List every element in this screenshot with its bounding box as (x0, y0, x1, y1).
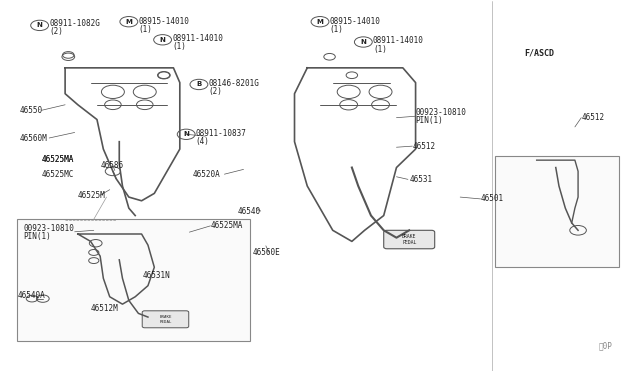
FancyBboxPatch shape (142, 311, 189, 328)
Text: 46550: 46550 (19, 106, 42, 115)
Text: B: B (196, 81, 202, 87)
Text: PIN(1): PIN(1) (24, 232, 51, 241)
Text: 46512: 46512 (412, 142, 436, 151)
Text: (2): (2) (209, 87, 222, 96)
Text: 46586: 46586 (100, 161, 124, 170)
Text: (1): (1) (330, 25, 344, 34)
Text: BRAKE
PEDAL: BRAKE PEDAL (159, 315, 172, 324)
Bar (495, 157, 620, 267)
Text: PIN(1): PIN(1) (415, 116, 444, 125)
Text: 00923-10810: 00923-10810 (24, 224, 75, 233)
Text: 08911-14010: 08911-14010 (172, 34, 223, 43)
Text: 08911-10837: 08911-10837 (196, 129, 246, 138)
Text: 46512: 46512 (581, 113, 604, 122)
Text: 46531N: 46531N (143, 271, 171, 280)
Text: (1): (1) (138, 25, 152, 34)
Text: 46525M: 46525M (78, 191, 106, 200)
Text: N: N (159, 37, 166, 43)
Text: 46560M: 46560M (19, 134, 47, 142)
Text: 46501: 46501 (481, 195, 504, 203)
Text: 46525MA: 46525MA (42, 155, 74, 164)
Text: (1): (1) (373, 45, 387, 54)
Text: 46540A: 46540A (18, 291, 45, 300)
Text: 攀0P: 攀0P (599, 341, 613, 350)
Text: N: N (36, 22, 42, 28)
Text: N: N (360, 39, 366, 45)
Text: BRAKE
PEDAL: BRAKE PEDAL (402, 234, 417, 245)
Text: 46560E: 46560E (253, 248, 281, 257)
Text: 08911-14010: 08911-14010 (373, 36, 424, 45)
Text: 46525MC: 46525MC (42, 170, 74, 179)
Text: 46531: 46531 (409, 175, 433, 184)
Text: 46540: 46540 (237, 206, 260, 216)
Text: 46512M: 46512M (91, 304, 118, 313)
Text: 08915-14010: 08915-14010 (330, 17, 380, 26)
Text: 08911-1082G: 08911-1082G (49, 19, 100, 28)
Text: N: N (183, 131, 189, 137)
Text: 46525MA: 46525MA (211, 221, 243, 230)
Text: 00923-10810: 00923-10810 (415, 108, 467, 117)
Text: (2): (2) (49, 27, 63, 36)
Text: 08146-8201G: 08146-8201G (209, 79, 259, 88)
FancyBboxPatch shape (384, 230, 435, 249)
Text: 08915-14010: 08915-14010 (138, 17, 189, 26)
Text: 46520A: 46520A (193, 170, 220, 179)
Bar (17, 219, 250, 341)
Text: M: M (317, 19, 323, 25)
Text: F/ASCD: F/ASCD (524, 49, 554, 58)
Text: (4): (4) (196, 137, 210, 146)
Text: M: M (125, 19, 132, 25)
Text: 46525MA: 46525MA (42, 155, 74, 164)
Text: (1): (1) (172, 42, 186, 51)
